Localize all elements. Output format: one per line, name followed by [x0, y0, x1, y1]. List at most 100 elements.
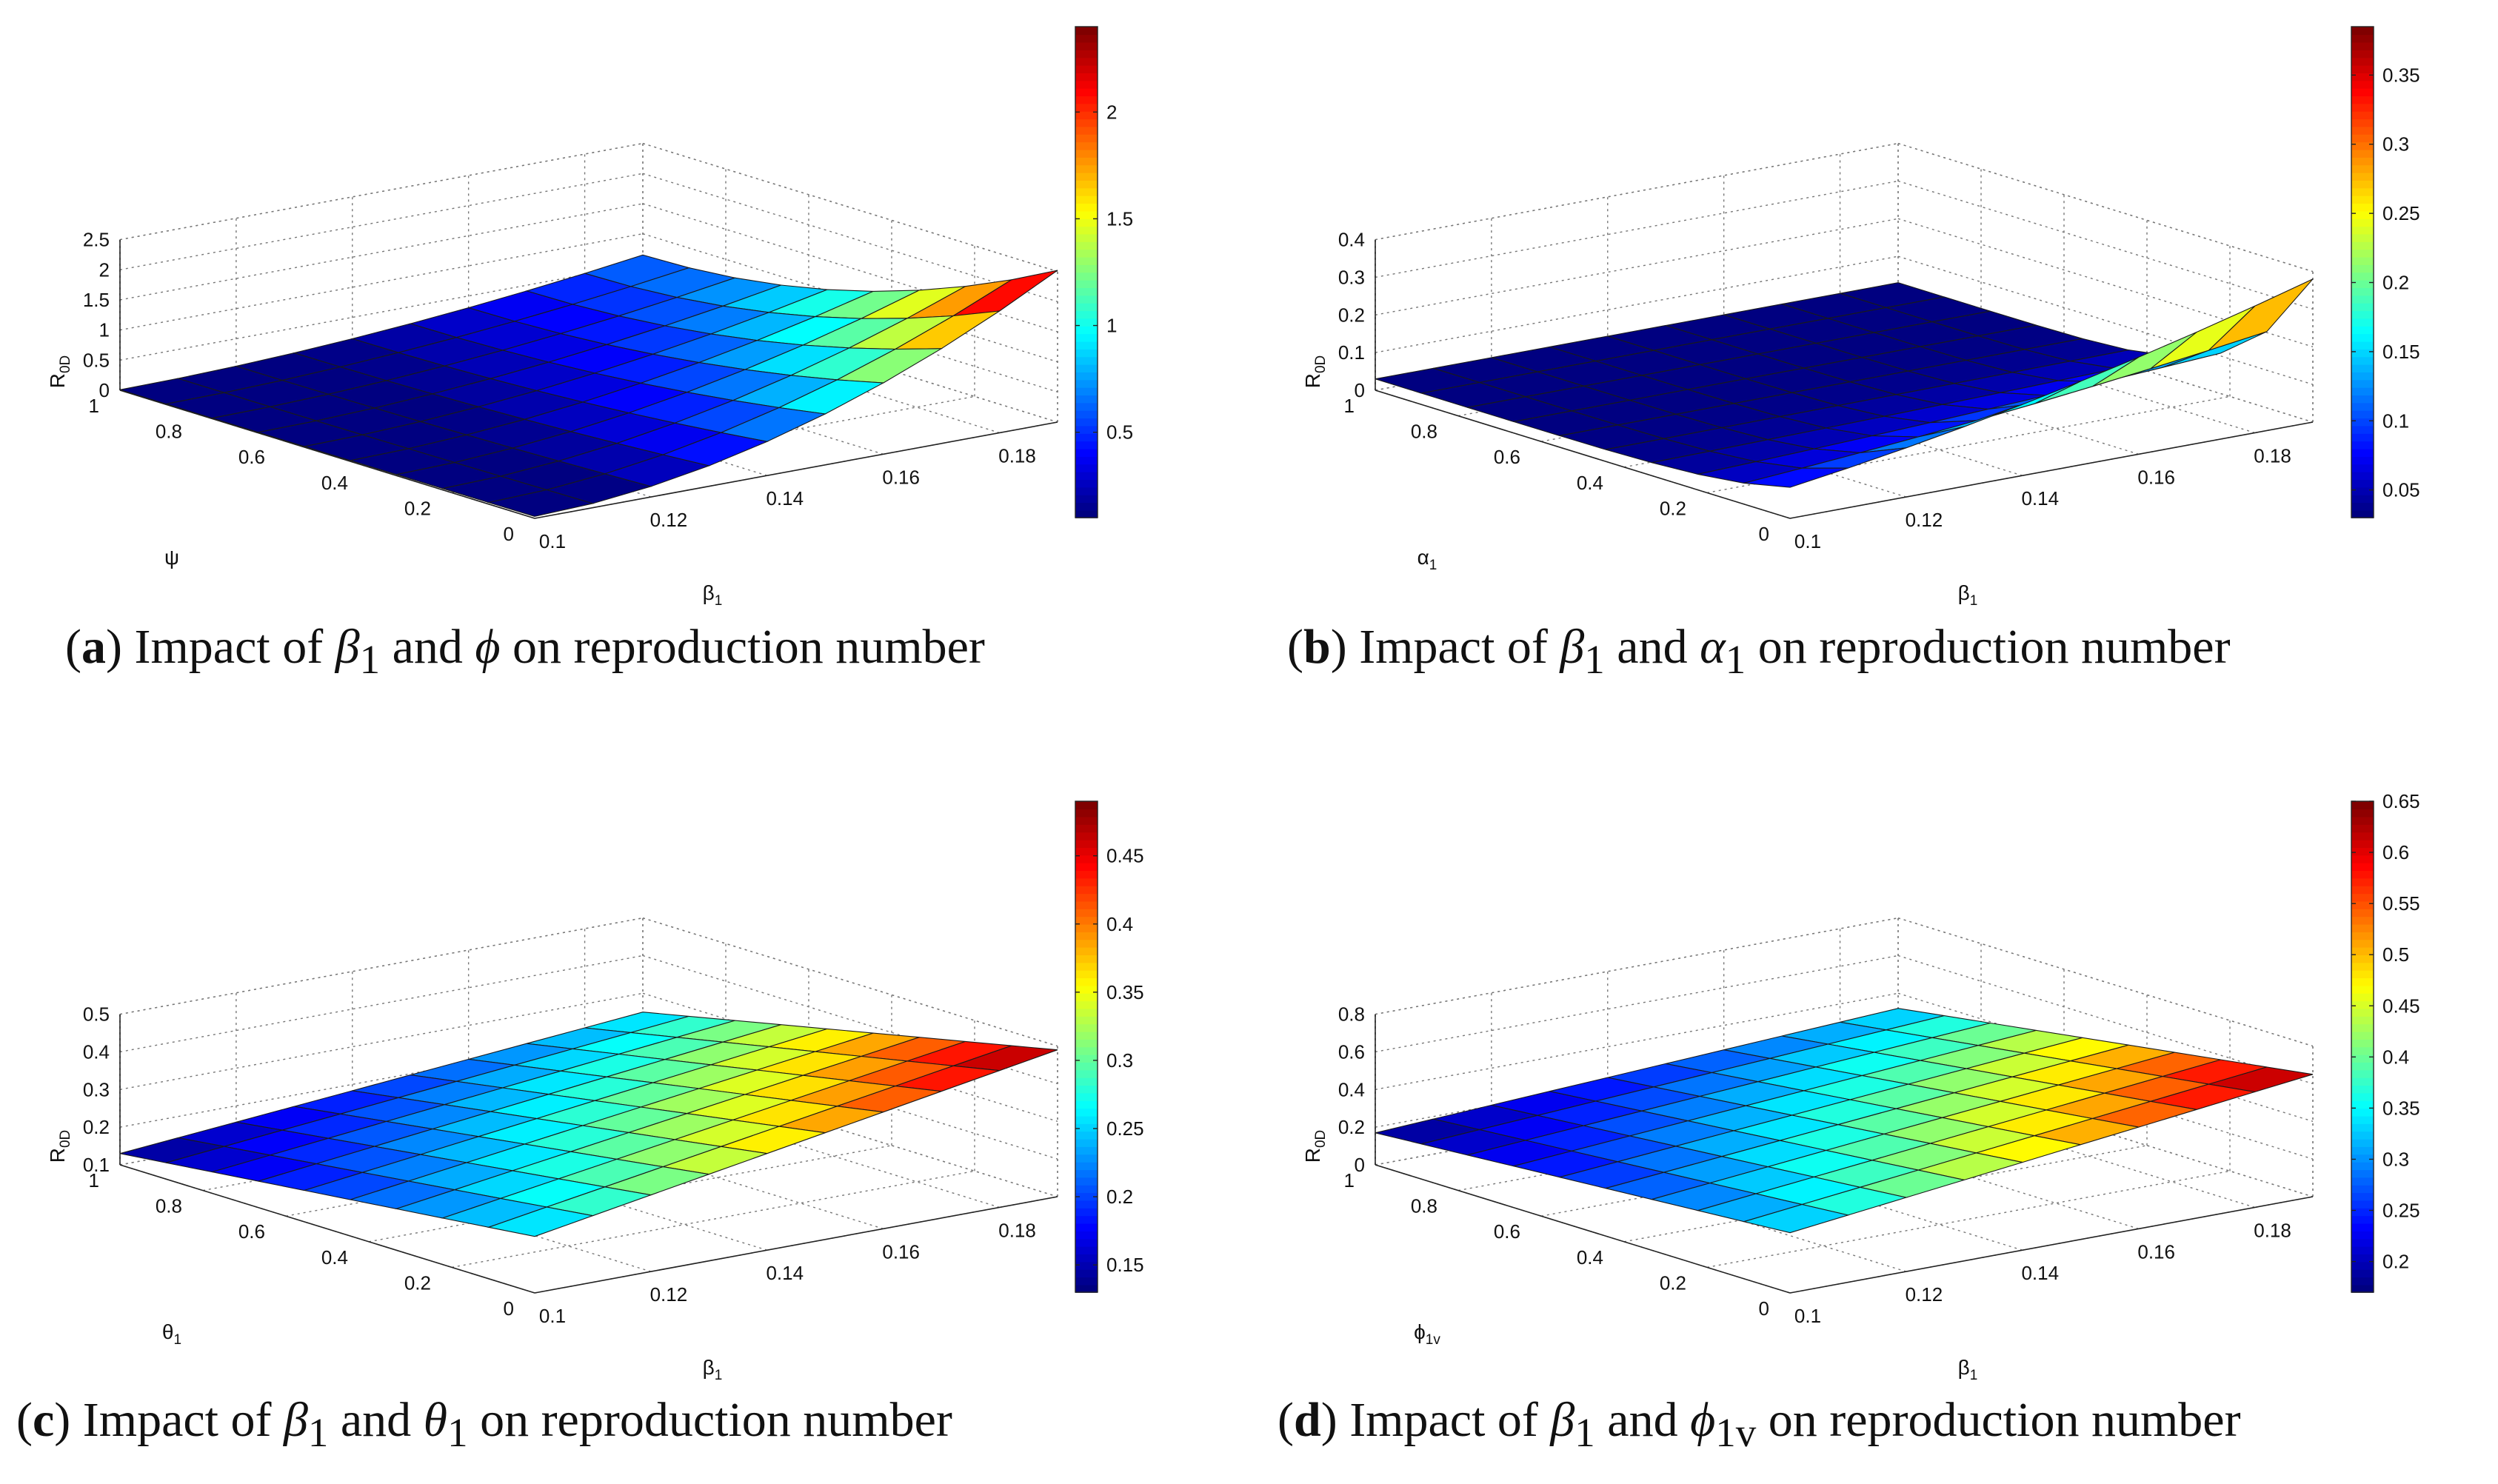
colorbar-band: [1075, 962, 1098, 971]
y-tick-label: 0: [1759, 523, 1769, 545]
colorbar-band: [2351, 110, 2374, 120]
colorbar-band: [2351, 349, 2374, 358]
y-tick-label: 0.4: [321, 472, 348, 494]
colorbar-band: [2351, 1169, 2374, 1178]
colorbar-band: [1075, 310, 1098, 319]
colorbar-band: [2351, 279, 2374, 289]
colorbar-tick-label: 0.2: [1106, 1186, 1133, 1208]
colorbar-band: [1075, 1115, 1098, 1124]
x-tick-label: 0.1: [539, 1305, 566, 1327]
y-tick-label: 0.4: [1577, 472, 1603, 494]
surface-cell: [487, 1206, 595, 1237]
colorbar-band: [1075, 1031, 1098, 1040]
x-axis-line: [1789, 421, 2314, 519]
colorbar-band: [1075, 1054, 1098, 1063]
colorbar-band: [2351, 1046, 2374, 1055]
colorbar-band: [1075, 1100, 1098, 1109]
colorbar-band: [1075, 126, 1098, 135]
colorbar-band: [2351, 494, 2374, 504]
colorbar-band: [1075, 157, 1098, 166]
surface-mesh: [1375, 1008, 2314, 1234]
colorbar-frame: [1075, 26, 1098, 518]
colorbar-band: [1075, 909, 1098, 918]
caption-b: (b) Impact of β1 and α1 on reproduction …: [1287, 620, 2231, 683]
colorbar-band: [2351, 126, 2374, 135]
chart-panel-a: 0 0.5 1 1.5 2 2.5 0.1 0.12 0.14 0.16 0.18 0 0.2 0.4 0.…: [46, 26, 1133, 609]
colorbar-band: [2351, 1246, 2374, 1255]
z-tick-label: 0: [1355, 1154, 1365, 1176]
colorbar-tick-label: 0.3: [2382, 1148, 2409, 1170]
colorbar-band: [1075, 203, 1098, 212]
colorbar-band: [1075, 1161, 1098, 1171]
colorbar-band: [2351, 1277, 2374, 1286]
colorbar-band: [2351, 1092, 2374, 1101]
colorbar-band: [2351, 96, 2374, 104]
x-axis-line: [534, 1196, 1058, 1294]
colorbar-band: [1075, 1092, 1098, 1101]
colorbar: 0.5 1 1.5 2: [1075, 26, 1133, 518]
colorbar-band: [1075, 1215, 1098, 1224]
x-tick-label: 0.1: [1794, 530, 1821, 552]
colorbar-band: [2351, 832, 2374, 840]
colorbar-band: [2351, 977, 2374, 986]
y-tick-label: 0.8: [1411, 1195, 1437, 1217]
x-axis-line: [1789, 1196, 2314, 1294]
colorbar-band: [1075, 272, 1098, 281]
colorbar-band: [2351, 249, 2374, 258]
colorbar-band: [2351, 862, 2374, 872]
colorbar-band: [2351, 1039, 2374, 1048]
z-tick-label: 0.6: [1338, 1040, 1365, 1063]
colorbar-band: [2351, 893, 2374, 902]
colorbar-band: [1075, 448, 1098, 457]
colorbar-band: [1075, 801, 1098, 810]
z-tick-label: 0.1: [83, 1154, 110, 1176]
y-tick-label: 0.6: [238, 446, 265, 468]
colorbar-band: [2351, 1108, 2374, 1117]
colorbar-band: [1075, 1231, 1098, 1240]
colorbar-band: [2351, 1123, 2374, 1132]
colorbar-band: [1075, 885, 1098, 895]
colorbar-band: [2351, 1085, 2374, 1094]
colorbar-band: [1075, 1062, 1098, 1071]
x-tick-label: 0.12: [1906, 1283, 1943, 1306]
colorbar-band: [2351, 1154, 2374, 1163]
colorbar-band: [1075, 1023, 1098, 1032]
colorbar-band: [1075, 372, 1098, 381]
colorbar-band: [1075, 509, 1098, 518]
colorbar-band: [2351, 410, 2374, 419]
y-tick-label: 0.6: [1494, 1220, 1520, 1243]
colorbar-band: [2351, 1131, 2374, 1140]
y-axis-line: [119, 390, 535, 519]
colorbar-band: [1075, 494, 1098, 504]
colorbar-band: [2351, 1200, 2374, 1209]
colorbar-band: [2351, 134, 2374, 143]
colorbar-tick-label: 0.6: [2382, 841, 2409, 863]
colorbar-band: [2351, 1100, 2374, 1109]
colorbar-band: [2351, 464, 2374, 472]
colorbar-band: [2351, 233, 2374, 242]
colorbar-band: [1075, 1246, 1098, 1255]
colorbar-band: [1075, 410, 1098, 419]
x-tick-label: 0.12: [650, 1283, 688, 1306]
colorbar-band: [1075, 226, 1098, 235]
colorbar-tick-label: 0.05: [2382, 479, 2420, 501]
colorbar-band: [1075, 847, 1098, 856]
colorbar-band: [2351, 433, 2374, 442]
colorbar-band: [2351, 256, 2374, 265]
colorbar-tick-label: 0.5: [2382, 943, 2409, 966]
colorbar-band: [1075, 287, 1098, 296]
z-gridline: [119, 142, 644, 241]
colorbar-band: [1075, 279, 1098, 289]
colorbar-band: [2351, 387, 2374, 396]
colorbar-tick-label: 0.65: [2382, 790, 2420, 812]
colorbar-band: [1075, 824, 1098, 833]
x-tick-label: 0.18: [2254, 1219, 2291, 1241]
y-axis-label: ϕ1v: [1414, 1320, 1440, 1348]
colorbar-band: [2351, 801, 2374, 810]
colorbar-band: [2351, 939, 2374, 948]
y-tick-label: 0.2: [404, 1271, 431, 1294]
colorbar-band: [1075, 402, 1098, 411]
colorbar-band: [1075, 27, 1098, 36]
x-axis-line: [534, 421, 1058, 519]
colorbar-band: [1075, 893, 1098, 902]
